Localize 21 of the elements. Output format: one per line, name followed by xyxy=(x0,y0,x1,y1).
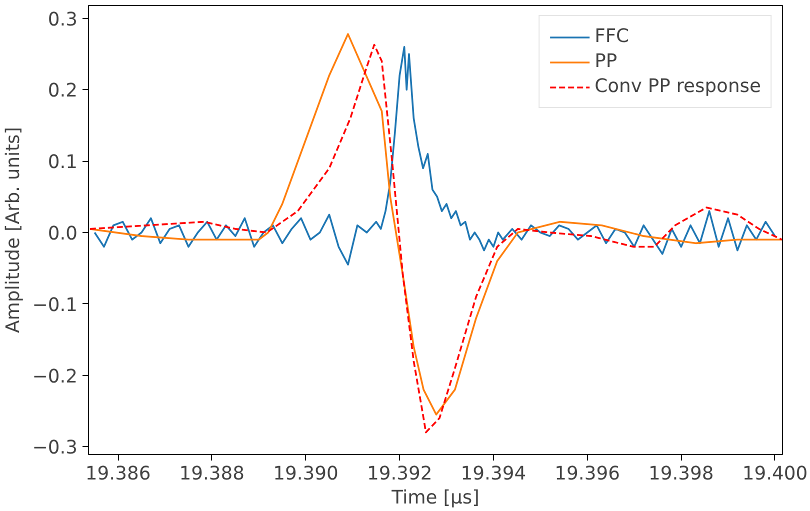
legend-label: FFC xyxy=(594,26,630,47)
x-tick-label: 19.394 xyxy=(460,464,526,484)
x-tick-label: 19.386 xyxy=(85,464,151,484)
x-tick-label: 19.388 xyxy=(179,464,245,484)
x-tick-label: 19.396 xyxy=(554,464,620,484)
y-axis-title: Amplitude [Arb. units] xyxy=(3,126,24,334)
y-tick-label: −0.1 xyxy=(32,294,78,316)
y-tick-label: 0.0 xyxy=(48,224,78,244)
x-tick-label: 19.400 xyxy=(742,464,808,484)
y-tick-label: −0.3 xyxy=(32,438,78,459)
line-series xyxy=(94,46,776,266)
y-tick-label: 0.3 xyxy=(48,9,78,30)
x-tick-label: 19.390 xyxy=(273,464,338,484)
y-tick-label: 0.2 xyxy=(48,80,78,102)
legend-label: PP xyxy=(594,51,618,72)
x-axis-title: Time [μs] xyxy=(390,488,480,508)
x-tick-label: 19.392 xyxy=(366,464,432,484)
legend-label: Conv PP response xyxy=(594,76,761,97)
x-tick-label: 19.398 xyxy=(648,464,714,484)
y-tick-label: −0.2 xyxy=(32,366,78,388)
y-tick-label: 0.1 xyxy=(48,152,78,174)
